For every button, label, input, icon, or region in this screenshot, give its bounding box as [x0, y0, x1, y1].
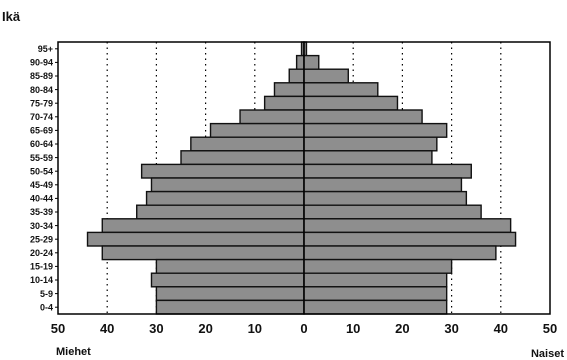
plot-frame	[57, 41, 551, 315]
y-axis-title: Ikä	[2, 9, 21, 24]
y-tick-label: 50-54	[30, 166, 53, 176]
bar-men-85-89	[288, 68, 305, 84]
bar-women-5-9	[303, 286, 448, 302]
x-tick-label: 50	[51, 321, 65, 336]
y-tick-label: 55-59	[30, 153, 53, 163]
y-tick-label: 65-69	[30, 126, 53, 136]
bar-men-30-34	[101, 218, 305, 234]
bar-men-20-24	[101, 245, 305, 261]
bar-men-0-4	[155, 299, 305, 315]
bar-women-60-64	[303, 136, 438, 152]
x-tick-label: 0	[300, 321, 307, 336]
y-tick-label: 45-49	[30, 180, 53, 190]
bar-men-25-29	[86, 231, 305, 247]
x-tick-label: 20	[395, 321, 409, 336]
bar-women-45-49	[303, 177, 463, 193]
bar-women-20-24	[303, 245, 497, 261]
bar-women-25-29	[303, 231, 517, 247]
bar-men-55-59	[180, 150, 305, 166]
x-tick-label: 40	[494, 321, 508, 336]
bar-women-55-59	[303, 150, 433, 166]
bar-men-75-79	[263, 95, 305, 111]
x-tick-label: 50	[543, 321, 557, 336]
men-label: Miehet	[56, 346, 91, 358]
x-tick-label: 10	[248, 321, 262, 336]
bar-men-40-44	[145, 190, 305, 206]
bar-men-90-94	[295, 54, 305, 70]
bar-men-45-49	[150, 177, 305, 193]
x-tick-label: 10	[346, 321, 360, 336]
bar-men-35-39	[136, 204, 305, 220]
y-tick-label: 60-64	[30, 139, 53, 149]
y-tick-label: 40-44	[30, 194, 53, 204]
bar-women-35-39	[303, 204, 482, 220]
bar-women-90-94	[303, 54, 320, 70]
bar-men-50-54	[140, 163, 305, 179]
y-tick-label: 30-34	[30, 221, 53, 231]
y-tick-label: 35-39	[30, 207, 53, 217]
y-tick-label: 0-4	[40, 302, 53, 312]
x-tick-label: 40	[100, 321, 114, 336]
x-tick-labels: 50 40 30 20 10 0 10 20 30 40 50	[51, 321, 557, 336]
y-tick-label: 90-94	[30, 58, 53, 68]
bar-men-70-74	[239, 109, 305, 125]
bar-men-15-19	[155, 258, 305, 274]
x-tick-label: 20	[198, 321, 212, 336]
bar-women-0-4	[303, 299, 448, 315]
y-tick-label: 5-9	[40, 289, 53, 299]
y-tick-label: 85-89	[30, 71, 53, 81]
bars	[86, 41, 517, 315]
x-tick-label: 30	[444, 321, 458, 336]
bar-men-65-69	[209, 122, 305, 138]
bar-women-40-44	[303, 190, 468, 206]
x-tick-label: 30	[149, 321, 163, 336]
y-tick-label: 80-84	[30, 85, 53, 95]
bar-men-80-84	[273, 82, 305, 98]
bar-women-15-19	[303, 258, 453, 274]
bar-men-60-64	[190, 136, 305, 152]
y-tick-labels: 95+ 90-94 85-89 80-84 75-79 70-74 65-69 60-64 55…	[30, 44, 58, 312]
bar-women-10-14	[303, 272, 448, 288]
bar-women-80-84	[303, 82, 379, 98]
bar-men-5-9	[155, 286, 305, 302]
y-tick-label: 75-79	[30, 98, 53, 108]
bar-women-65-69	[303, 122, 448, 138]
y-tick-label: 70-74	[30, 112, 53, 122]
y-tick-label: 20-24	[30, 248, 53, 258]
y-tick-label: 25-29	[30, 234, 53, 244]
bar-women-30-34	[303, 218, 512, 234]
y-tick-label: 10-14	[30, 275, 53, 285]
women-label: Naiset	[531, 348, 564, 360]
bar-women-50-54	[303, 163, 472, 179]
y-tick-label: 15-19	[30, 262, 53, 272]
bar-women-85-89	[303, 68, 349, 84]
bar-women-75-79	[303, 95, 399, 111]
bar-women-70-74	[303, 109, 423, 125]
y-tick-label: 95+	[38, 44, 53, 54]
bar-men-10-14	[150, 272, 305, 288]
